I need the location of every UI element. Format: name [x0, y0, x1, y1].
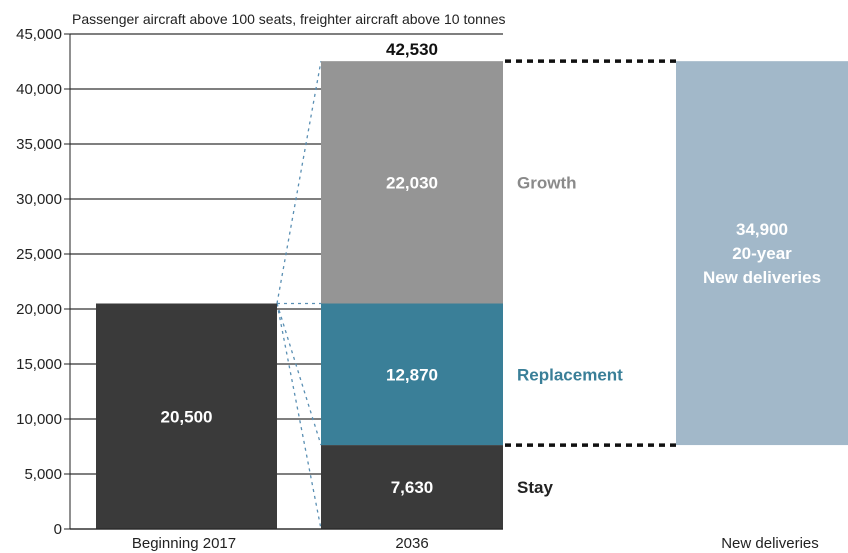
bar-label: 20,500 — [161, 407, 213, 426]
connector-line — [276, 61, 322, 304]
bar-2036-stay — [321, 445, 503, 529]
x-category-label: New deliveries — [721, 535, 819, 552]
connector-line — [276, 303, 322, 530]
y-tick-label: 25,000 — [16, 246, 62, 263]
y-tick-label: 30,000 — [16, 191, 62, 208]
y-tick-label: 45,000 — [16, 26, 62, 43]
bar-label: 22,030 — [386, 173, 438, 192]
bar-new-deliveries-total — [676, 61, 848, 446]
segment-names: Stay Replacement Growth — [517, 173, 623, 497]
segment-name-growth: Growth — [517, 173, 577, 192]
y-tick-label: 20,000 — [16, 301, 62, 318]
y-tick-label: 5,000 — [24, 466, 62, 483]
y-tick-label: 40,000 — [16, 81, 62, 98]
connector-line — [276, 303, 322, 446]
bar-label: New deliveries — [703, 268, 821, 287]
connector-lines — [276, 61, 322, 530]
y-tick-label: 15,000 — [16, 356, 62, 373]
x-category-label: Beginning 2017 — [132, 535, 236, 552]
y-tick-label: 10,000 — [16, 411, 62, 428]
bar-label: 7,630 — [391, 478, 434, 497]
segment-name-stay: Stay — [517, 478, 553, 497]
bar-label: 12,870 — [386, 365, 438, 384]
bars — [96, 61, 848, 529]
bar-beginning-2017-total — [96, 303, 277, 529]
segment-name-replacement: Replacement — [517, 365, 623, 384]
x-category-label: 2036 — [395, 535, 428, 552]
total-label: 42,530 — [386, 40, 438, 59]
chart-subtitle: Passenger aircraft above 100 seats, frei… — [72, 11, 505, 27]
bar-labels: 20,500 7,630 12,870 22,030 34,900 20-year New … — [161, 173, 822, 497]
y-tick-label: 35,000 — [16, 136, 62, 153]
bar-label: 20-year — [732, 244, 792, 263]
y-tick-label: 0 — [54, 521, 62, 538]
bar-label: 34,900 — [736, 220, 788, 239]
x-axis-categories: Beginning 2017 2036 New deliveries — [132, 535, 819, 552]
y-axis-ticks: 0 5,000 10,000 15,000 20,000 25,000 30,000 35,0… — [16, 26, 70, 538]
bar-2036-replacement — [321, 303, 503, 446]
bar-2036-growth — [321, 61, 503, 304]
